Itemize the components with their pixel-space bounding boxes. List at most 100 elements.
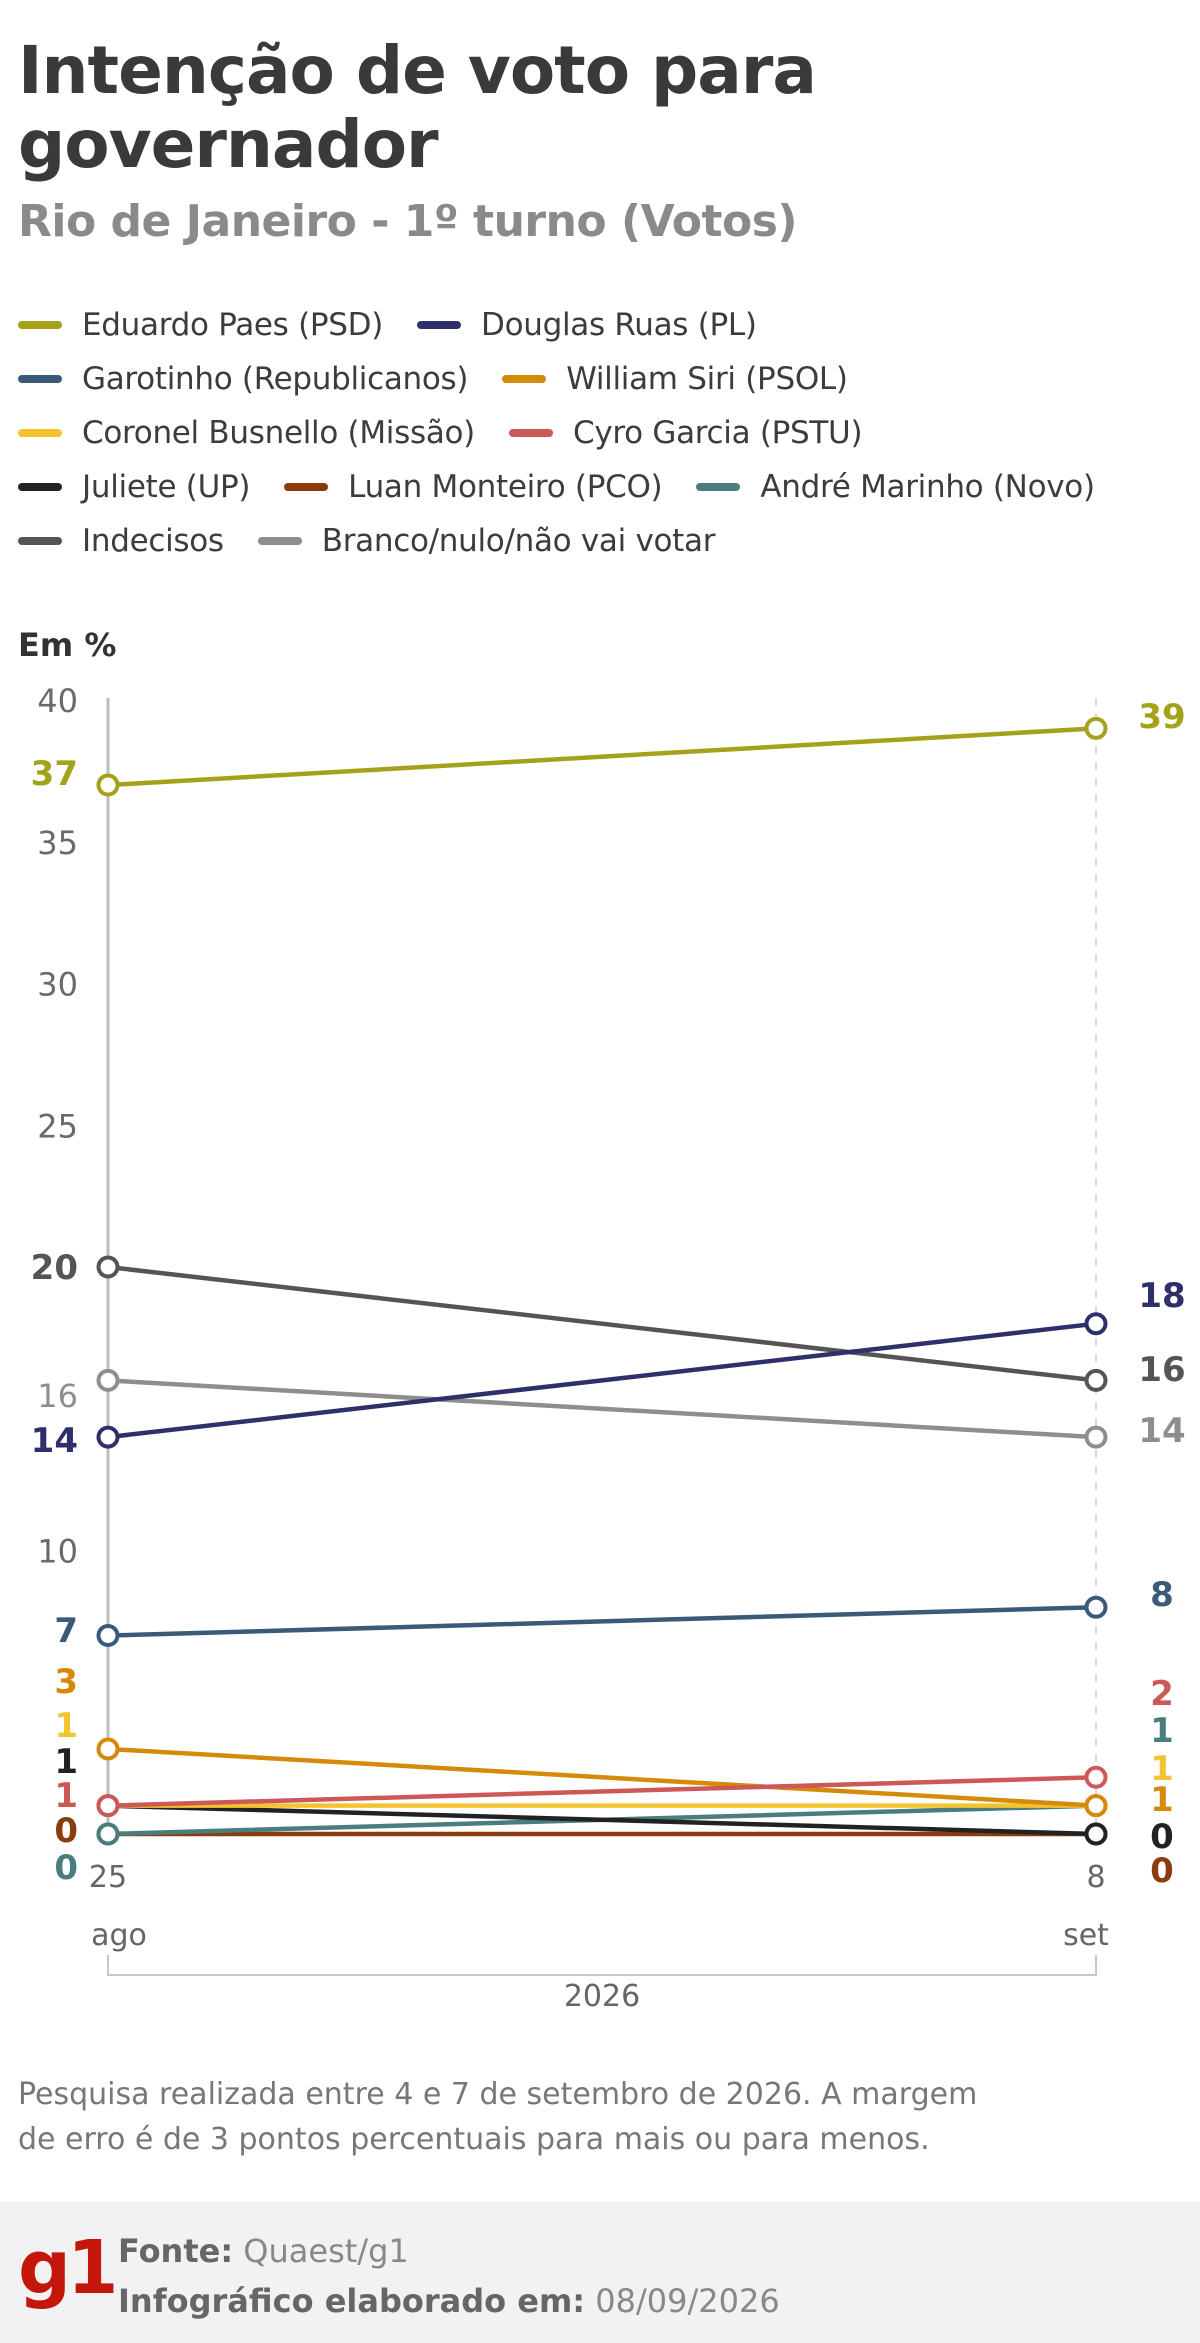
data-label-end: 16 [1138, 1350, 1185, 1390]
data-point [96, 1624, 120, 1648]
legend-item: Branco/nulo/não vai votar [257, 523, 716, 559]
data-label-end: 1 [1150, 1749, 1174, 1789]
legend-item: André Marinho (Novo) [696, 469, 1095, 505]
x-tick-day: 25 [89, 1860, 127, 1895]
data-label-start: 0 [54, 1811, 78, 1851]
footnote: Pesquisa realizada entre 4 e 7 de setemb… [18, 2077, 978, 2157]
unit-label: Em % [18, 626, 117, 664]
data-label-start: 3 [54, 1662, 78, 1702]
source-value: Quaest/g1 [243, 2232, 409, 2270]
source-label: Fonte: [118, 2232, 234, 2270]
data-label-start: 1 [54, 1776, 78, 1816]
date-line: Infográfico elaborado em: 08/09/2026 [118, 2282, 780, 2320]
legend-row: Eduardo Paes (PSD) Douglas Ruas (PL) [18, 298, 1188, 352]
legend-label: Branco/nulo/não vai votar [321, 523, 716, 559]
legend-item: Luan Monteiro (PCO) [284, 469, 663, 505]
y-tick-label: 35 [37, 824, 78, 862]
data-label-start: 1 [54, 1706, 78, 1746]
legend-label: Luan Monteiro (PCO) [348, 469, 663, 505]
legend-swatch [18, 321, 62, 329]
data-point [1084, 716, 1108, 740]
legend-swatch [696, 483, 741, 491]
legend-swatch [18, 429, 62, 437]
data-label-start: 14 [31, 1421, 78, 1461]
legend-label: Eduardo Paes (PSD) [82, 307, 384, 343]
chart-subtitle: Rio de Janeiro - 1º turno (Votos) [18, 196, 798, 247]
legend-item: Cyro Garcia (PSTU) [508, 415, 863, 451]
date-value: 08/09/2026 [595, 2282, 780, 2320]
data-label-end: 1 [1150, 1780, 1174, 1820]
x-year-label: 2026 [564, 1979, 640, 2014]
x-tick-month: set [1063, 1918, 1109, 1953]
data-label-end: 0 [1150, 1851, 1174, 1891]
data-point [1084, 1312, 1108, 1336]
series-line [105, 1378, 1099, 1440]
series-line [105, 1803, 1099, 1837]
legend-label: Garotinho (Republicanos) [82, 361, 469, 397]
data-point [96, 1255, 120, 1279]
data-label-start: 20 [31, 1248, 78, 1288]
year-bracket [107, 1955, 1097, 1976]
data-point [96, 1425, 120, 1449]
data-label-start: 37 [31, 754, 78, 794]
y-tick-label: 40 [37, 682, 78, 720]
data-point [1084, 1368, 1108, 1392]
series-line [105, 1746, 1099, 1808]
legend-item: Indecisos [18, 523, 224, 559]
legend-label: William Siri (PSOL) [566, 361, 848, 397]
data-label-start: 0 [54, 1848, 78, 1888]
data-label-end: 0 [1150, 1817, 1174, 1857]
y-tick-label: 25 [37, 1107, 78, 1145]
data-label-end: 18 [1138, 1276, 1185, 1316]
data-label-end: 8 [1150, 1575, 1174, 1615]
legend-item: Douglas Ruas (PL) [417, 307, 757, 343]
legend-item: Coronel Busnello (Missão) [18, 415, 475, 451]
chart-title: Intenção de voto para governador [18, 32, 817, 183]
legend-label: Douglas Ruas (PL) [481, 307, 757, 343]
legend-label: Cyro Garcia (PSTU) [572, 415, 863, 451]
data-point [1084, 1425, 1108, 1449]
legend-swatch [508, 429, 553, 437]
legend-swatch [417, 321, 462, 329]
x-tick-month: ago [91, 1918, 147, 1953]
date-label: Infográfico elaborado em: [118, 2282, 586, 2320]
data-label-start: 7 [54, 1611, 78, 1651]
data-point [96, 1794, 120, 1818]
data-point [96, 1737, 120, 1761]
data-label-end: 2 [1150, 1674, 1174, 1714]
data-point [1084, 1595, 1108, 1619]
legend-row: Garotinho (Republicanos) William Siri (PS… [18, 352, 1188, 406]
data-point [96, 1368, 120, 1392]
legend-item: Garotinho (Republicanos) [18, 361, 468, 397]
legend-item: Eduardo Paes (PSD) [18, 307, 383, 343]
data-point [96, 1822, 120, 1846]
legend-row: Indecisos Branco/nulo/não vai votar [18, 514, 1188, 568]
g1-logo: g1 [18, 2225, 118, 2311]
series-line [105, 726, 1099, 788]
data-point [1084, 1794, 1108, 1818]
legend-row: Juliete (UP) Luan Monteiro (PCO) André Mar… [18, 460, 1188, 514]
data-point [1084, 1765, 1108, 1789]
series-line [105, 1604, 1099, 1638]
source-line: Fonte: Quaest/g1 [118, 2232, 409, 2270]
legend-label: Indecisos [82, 523, 224, 559]
legend-swatch [502, 375, 547, 383]
series-line [105, 1775, 1099, 1808]
footer: g1 Fonte: Quaest/g1 Infográfico elaborad… [0, 2202, 1200, 2343]
legend-swatch [284, 483, 329, 491]
data-label-end: 39 [1138, 697, 1185, 737]
data-label-end: 1 [1150, 1711, 1174, 1751]
data-point [96, 773, 120, 797]
legend-row: Coronel Busnello (Missão) Cyro Garcia (PS… [18, 406, 1188, 460]
series-line [105, 1264, 1099, 1383]
legend-label: André Marinho (Novo) [760, 469, 1095, 505]
data-label-start: 16 [37, 1377, 78, 1415]
legend-label: Juliete (UP) [82, 469, 251, 505]
x-tick-day: 8 [1086, 1860, 1105, 1895]
legend-swatch [18, 537, 62, 545]
legend: Eduardo Paes (PSD) Douglas Ruas (PL) Garot… [18, 298, 1188, 568]
y-tick-label: 10 [37, 1533, 78, 1571]
legend-swatch [257, 537, 302, 545]
data-point [1084, 1822, 1108, 1846]
